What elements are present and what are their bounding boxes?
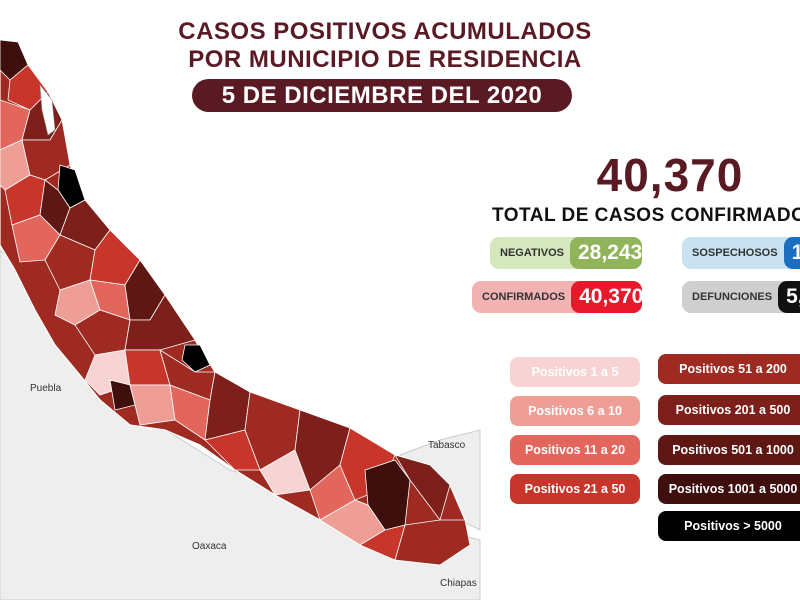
state-label-tabasco: Tabasco — [428, 440, 466, 451]
date-banner: 5 DE DICIEMBRE DEL 2020 — [192, 79, 572, 112]
legend-item: Positivos > 5000 — [658, 511, 800, 541]
negativos-stat: NEGATIVOS 28,243 — [490, 237, 642, 269]
total-cases-label: TOTAL DE CASOS CONFIRMADOS — [492, 205, 800, 226]
defunciones-value: 5,8 — [778, 281, 800, 313]
legend-item: Positivos 1001 a 5000 — [658, 474, 800, 504]
state-label-puebla: Puebla — [30, 383, 62, 394]
defunciones-stat: DEFUNCIONES 5,8 — [682, 281, 800, 313]
legend-item: Positivos 51 a 200 — [658, 354, 800, 384]
total-cases-number: 40,370 — [596, 149, 744, 201]
legend-item: Positivos 501 a 1000 — [658, 435, 800, 465]
page-title-line-2: POR MUNICIPIO DE RESIDENCIA — [188, 46, 582, 73]
municipality-patch — [359, 524, 406, 561]
confirmados-stat: CONFIRMADOS 40,370 — [472, 281, 642, 313]
municipality-patch — [394, 454, 451, 521]
legend-item: Positivos 11 a 20 — [510, 435, 640, 465]
state-label-chiapas: Chiapas — [440, 578, 477, 589]
confirmados-value: 40,370 — [571, 281, 642, 313]
sospechosos-stat: SOSPECHOSOS 10 — [682, 237, 800, 269]
state-label-oaxaca: Oaxaca — [192, 541, 227, 552]
page-title-line-1: CASOS POSITIVOS ACUMULADOS — [178, 18, 592, 45]
municipality-patch — [129, 384, 176, 426]
municipality-patch — [181, 344, 211, 373]
negativos-value: 28,243 — [569, 237, 642, 269]
legend-item: Positivos 6 a 10 — [510, 396, 640, 426]
legend-item: Positivos 21 a 50 — [510, 474, 640, 504]
negativos-label: NEGATIVOS — [500, 247, 564, 259]
confirmados-label: CONFIRMADOS — [482, 291, 566, 303]
coastal-lagoon — [39, 84, 56, 136]
sospechosos-value: 10 — [783, 237, 800, 269]
defunciones-label: DEFUNCIONES — [692, 291, 773, 303]
sospechosos-label: SOSPECHOSOS — [692, 247, 778, 259]
legend-item: Positivos 1 a 5 — [510, 357, 640, 387]
legend-item: Positivos 201 a 500 — [658, 395, 800, 425]
